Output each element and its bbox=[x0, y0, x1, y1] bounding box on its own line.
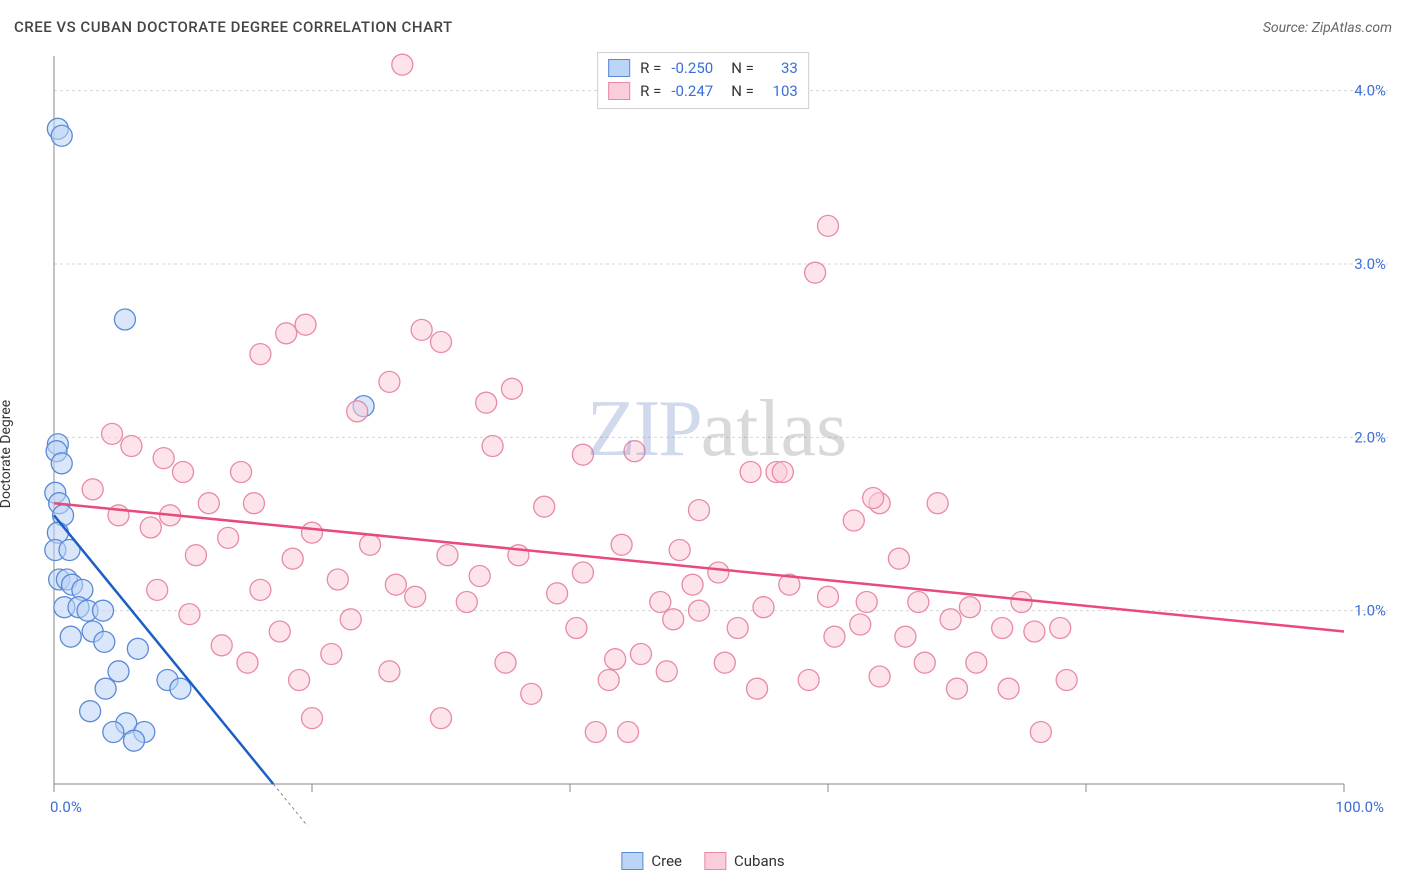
plot-area: 1.0%2.0%3.0%4.0%0.0%100.0% ZIPatlas bbox=[42, 48, 1392, 826]
svg-text:100.0%: 100.0% bbox=[1335, 798, 1384, 816]
source-prefix: Source: bbox=[1263, 20, 1312, 36]
legend-item-cubans: Cubans bbox=[704, 852, 785, 870]
chart-source: Source: ZipAtlas.com bbox=[1263, 20, 1392, 36]
n-value-cubans: 103 bbox=[764, 80, 798, 103]
legend-label-cubans: Cubans bbox=[734, 852, 785, 870]
r-label-cubans: R = bbox=[640, 80, 661, 103]
svg-text:1.0%: 1.0% bbox=[1354, 602, 1386, 620]
svg-text:4.0%: 4.0% bbox=[1354, 82, 1386, 100]
r-value-cubans: -0.247 bbox=[671, 80, 713, 103]
legend-label-cree: Cree bbox=[651, 852, 682, 870]
n-label-cree: N = bbox=[731, 57, 754, 80]
n-label-cubans: N = bbox=[731, 80, 754, 103]
n-value-cree: 33 bbox=[764, 57, 798, 80]
r-value-cree: -0.250 bbox=[671, 57, 713, 80]
legend-swatch-cree bbox=[621, 852, 643, 870]
swatch-cubans bbox=[608, 82, 630, 100]
chart-title: CREE VS CUBAN DOCTORATE DEGREE CORRELATI… bbox=[14, 18, 453, 36]
series-legend: Cree Cubans bbox=[621, 852, 784, 870]
y-axis-label: Doctorate Degree bbox=[0, 400, 14, 508]
legend-item-cree: Cree bbox=[621, 852, 682, 870]
legend-swatch-cubans bbox=[704, 852, 726, 870]
svg-text:3.0%: 3.0% bbox=[1354, 255, 1386, 273]
r-label-cree: R = bbox=[640, 57, 661, 80]
scatter-plot: 1.0% 2.0% 3.0% 4.0% 0.0% 100.0% bbox=[42, 48, 1392, 826]
svg-text:2.0%: 2.0% bbox=[1354, 428, 1386, 446]
source-name: ZipAtlas.com bbox=[1312, 20, 1392, 36]
correlation-legend: R = -0.250 N = 33 R = -0.247 N = 103 bbox=[597, 52, 809, 109]
legend-row-cree: R = -0.250 N = 33 bbox=[608, 57, 798, 80]
legend-row-cubans: R = -0.247 N = 103 bbox=[608, 80, 798, 103]
chart-header: CREE VS CUBAN DOCTORATE DEGREE CORRELATI… bbox=[14, 18, 1392, 36]
svg-text:0.0%: 0.0% bbox=[50, 798, 82, 816]
swatch-cree bbox=[608, 59, 630, 77]
